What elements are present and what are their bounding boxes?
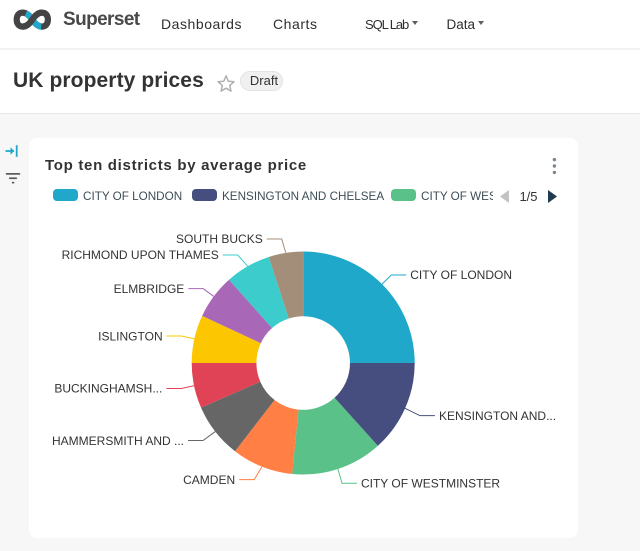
svg-text:SOUTH BUCKS: SOUTH BUCKS	[176, 232, 263, 246]
svg-text:ISLINGTON: ISLINGTON	[98, 329, 162, 343]
svg-text:ELMBRIDGE: ELMBRIDGE	[114, 282, 185, 296]
svg-text:RICHMOND UPON THAMES: RICHMOND UPON THAMES	[62, 248, 219, 262]
svg-text:CITY OF WESTMINSTER: CITY OF WESTMINSTER	[361, 477, 500, 491]
svg-text:CAMDEN: CAMDEN	[183, 473, 235, 487]
svg-text:HAMMERSMITH AND ...: HAMMERSMITH AND ...	[52, 434, 184, 448]
svg-text:KENSINGTON AND...: KENSINGTON AND...	[439, 409, 556, 423]
svg-text:1/5: 1/5	[519, 189, 537, 204]
svg-text:CITY OF LONDON: CITY OF LONDON	[410, 268, 512, 282]
svg-text:BUCKINGHAMSH...: BUCKINGHAMSH...	[54, 382, 162, 396]
